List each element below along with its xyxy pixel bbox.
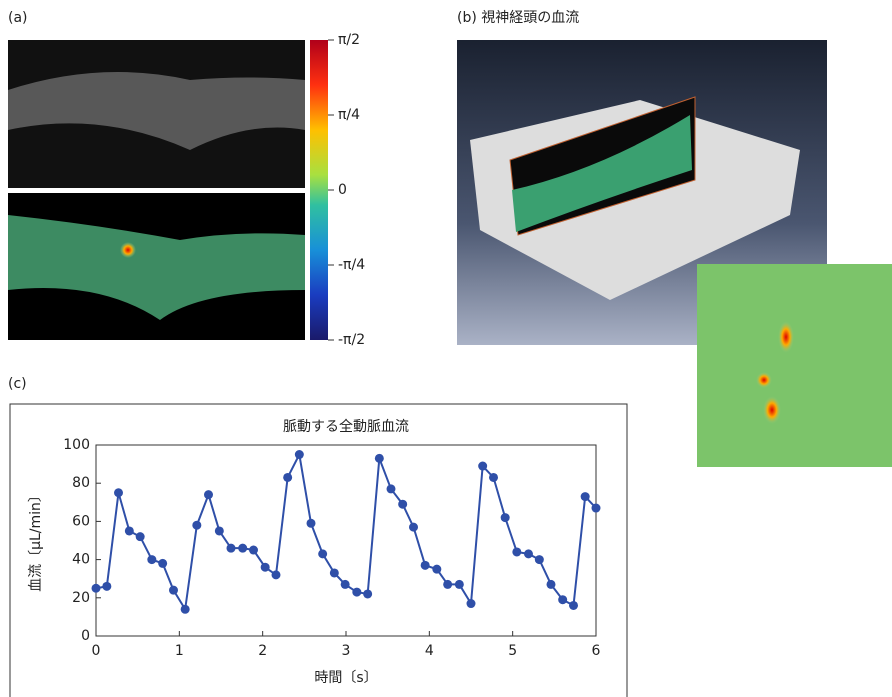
point [409,523,418,532]
inset-spot [756,372,772,388]
point [592,504,601,513]
panel-label: (a) [8,10,28,26]
colorbar-label: π/2 [338,32,360,48]
point [398,500,407,509]
x-tick-label: 5 [508,643,517,659]
point [283,473,292,482]
inset-image [697,264,892,467]
point [443,580,452,589]
x-tick-label: 3 [342,643,351,659]
point [181,605,190,614]
point [421,561,430,570]
x-axis-label: 時間〔s〕 [314,670,377,686]
point [558,595,567,604]
point [581,492,590,501]
point [249,546,258,555]
y-tick-label: 20 [72,590,90,606]
point [295,450,304,459]
point [501,513,510,522]
point [147,555,156,564]
point [352,588,361,597]
point [387,484,396,493]
point [92,584,101,593]
point [512,547,521,556]
inset-spot [778,321,794,353]
point [136,532,145,541]
point [238,544,247,553]
figure: (a) (b) 視神経頭の血流 (c) 脈動する全動脈血流 時間〔s〕 血流〔μ… [0,0,892,697]
x-tick-label: 0 [92,643,101,659]
point [215,526,224,535]
point [158,559,167,568]
y-axis-label: 血流〔μL/min〕 [28,488,44,592]
y-tick-label: 60 [72,513,90,529]
y-tick-label: 80 [72,475,90,491]
point [547,580,556,589]
point [455,580,464,589]
point [227,544,236,553]
x-tick-label: 6 [592,643,601,659]
x-tick-label: 4 [425,643,434,659]
point [569,601,578,610]
colorbar-label: 0 [338,182,347,198]
colorbar [310,40,328,340]
point [363,589,372,598]
chart-frame [10,404,627,697]
point [125,526,134,535]
chart-title: 脈動する全動脈血流 [283,418,409,435]
plot-area [96,445,596,636]
colorbar-label: -π/2 [338,332,365,348]
flow-spot [120,242,136,258]
point [102,582,111,591]
point [272,570,281,579]
point [261,563,270,572]
point [307,519,316,528]
point [375,454,384,463]
point [204,490,213,499]
point [467,599,476,608]
y-tick-label: 0 [81,628,90,644]
y-tick-label: 100 [63,437,90,453]
inset-spot [763,396,781,424]
point [192,521,201,530]
panel-label: (c) [8,376,27,392]
point [478,462,487,471]
x-tick-label: 1 [175,643,184,659]
point [535,555,544,564]
colorbar-label: -π/4 [338,257,365,273]
colorbar-label: π/4 [338,107,360,123]
point [330,568,339,577]
point [169,586,178,595]
point [489,473,498,482]
point [341,580,350,589]
y-tick-label: 40 [72,552,90,568]
point [432,565,441,574]
point [524,549,533,558]
point [318,549,327,558]
x-tick-label: 2 [258,643,267,659]
panel-label: (b) 視神経頭の血流 [457,10,579,26]
point [114,488,123,497]
